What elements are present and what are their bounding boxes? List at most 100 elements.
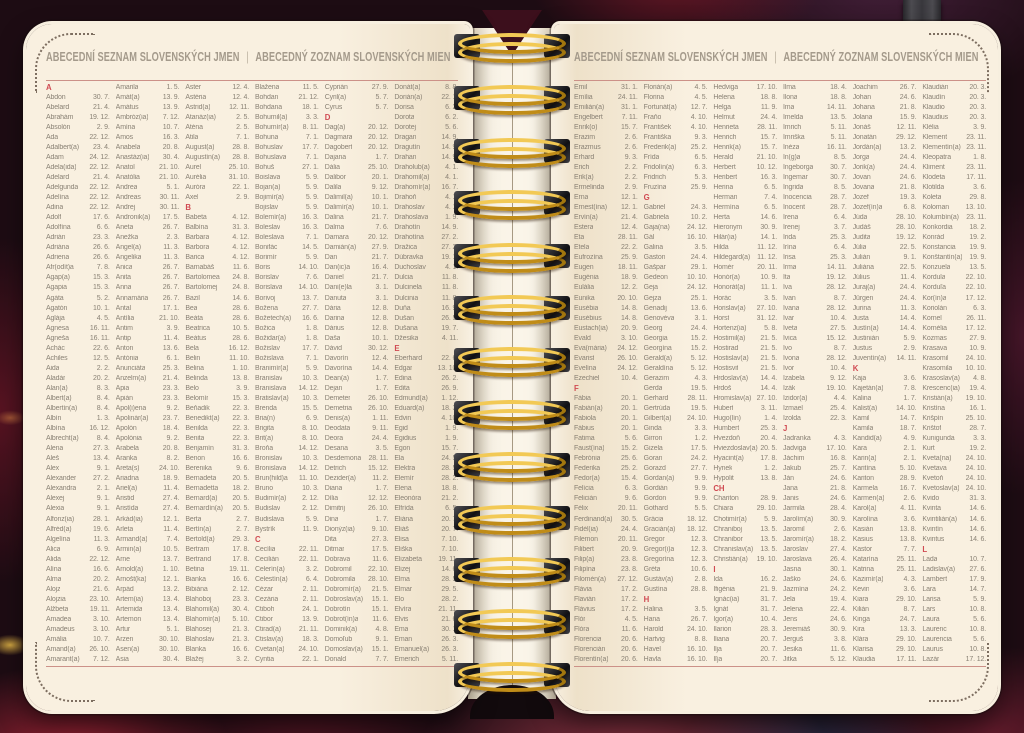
name-label: Dragan <box>394 133 417 141</box>
name-label: Hana <box>643 616 660 623</box>
name-label: Elektra <box>394 465 416 473</box>
name-label: Kozmas <box>922 334 947 342</box>
nameday-date: 24. 4. <box>621 525 638 533</box>
name-row: Adolfína 6. 6. <box>46 223 110 233</box>
name-row: Hana 26. 7. <box>644 614 708 624</box>
nameday-date: 19. 5. <box>690 405 708 413</box>
title-slovak: ABECEDNÝ ZOZNAM SLOVENSKÝCH MIEN <box>255 50 451 64</box>
name-row: Bohuslava 7. 1. <box>255 152 319 162</box>
nameday-date: 25. 10. <box>965 415 987 423</box>
name-row: Drahotína 27. 2. <box>394 233 458 243</box>
name-label: Dominik(a) <box>324 626 358 634</box>
nameday-date: 20. 11. <box>617 505 638 513</box>
name-row: Konstancia 19. 9. <box>922 243 986 253</box>
name-row: Cézar 2. 11. <box>255 584 319 594</box>
nameday-date: 25. 2. <box>690 143 708 151</box>
nameday-date: 5. 9. <box>305 194 319 202</box>
name-row: Johana 21. 8. <box>853 102 917 112</box>
name-label: Bojan(a) <box>255 183 281 191</box>
name-row: Izabela 9. 12. <box>783 373 847 383</box>
name-row: Božislav 17. 7. <box>255 343 319 353</box>
name-label: Kunigunda <box>922 435 955 443</box>
name-row: Davorín 12. 4. <box>325 353 389 363</box>
name-row: Elizabeta 19. 11. <box>394 554 458 564</box>
nameday-date: 24. 10. <box>158 465 180 473</box>
name-row: Arzen 30. 10. <box>116 635 180 645</box>
name-label: Gustáv(a) <box>643 575 674 583</box>
name-label: Imrich <box>783 123 802 131</box>
nameday-date: 26. 9. <box>441 384 459 392</box>
nameday-date: 22. 3. <box>830 415 847 423</box>
nameday-date: 7. 11. <box>621 113 638 121</box>
name-row: Hugo(lín) 1. 4. <box>713 414 777 424</box>
nameday-date: 11. 3. <box>163 254 180 262</box>
name-label: Eunika <box>574 294 595 302</box>
name-row: Hynek 1. 2. <box>713 464 777 474</box>
name-row: Albert(a) 8. 4. <box>46 393 110 403</box>
name-label: Abrahám <box>46 113 74 121</box>
name-label: Havel <box>643 646 661 654</box>
nameday-date: 4. 11. <box>441 334 459 342</box>
name-row: Cyril(a) 5. 7. <box>325 92 389 102</box>
name-row: Borimír 5. 9. <box>255 253 319 263</box>
spine-center-line <box>512 52 513 689</box>
nameday-date: 28. 8. <box>232 143 250 151</box>
name-row: Drahan 14. 9. <box>394 152 458 162</box>
name-row: Ferdinand(a) 30. 5. <box>574 514 638 524</box>
name-label: Jozef <box>852 194 869 202</box>
name-row: Henrik(a) 15. 7. <box>713 142 777 152</box>
name-label: Filibert <box>574 545 594 553</box>
name-row: Geja 24. 12. <box>644 283 708 293</box>
name-row: Jens 24. 6. <box>783 614 847 624</box>
name-row: Eva(mária) 24. 12. <box>574 343 638 353</box>
name-label: Damián(a) <box>324 244 357 252</box>
nameday-date: 27. 9. <box>371 83 389 91</box>
name-label: Dorotej <box>394 123 416 131</box>
name-row: Estera 12. 4. <box>574 223 638 233</box>
name-row: Dália 25. 10. <box>325 162 389 172</box>
name-label: Humbert <box>713 425 740 433</box>
name-label: Blahomír(a) <box>185 616 221 623</box>
nameday-date: 3. 3. <box>973 435 987 443</box>
name-row: Irína 6. 4. <box>783 243 847 253</box>
name-label: Belo <box>185 384 199 392</box>
nameday-date: 6. 5. <box>694 153 708 161</box>
name-row: Horác 3. 5. <box>713 293 777 303</box>
name-row: Ctibor 13. 9. <box>255 614 319 624</box>
name-row: Eliška 7. 10. <box>394 544 458 554</box>
name-label: Florina <box>643 93 665 101</box>
name-row: Ezechiel 10. 4. <box>574 373 638 383</box>
name-row: Eliána 20. 7. <box>394 514 458 524</box>
name-label: Detrich <box>324 465 346 473</box>
name-row: Anastáz(ia) 30. 4. <box>116 152 180 162</box>
nameday-date: 20. 7. <box>441 525 459 533</box>
name-row: Júda 28. 10. <box>853 213 917 223</box>
name-label: Bronislava <box>255 465 287 473</box>
name-label: Emerich <box>394 656 419 664</box>
name-row: Kevin 3. 6. <box>853 584 917 594</box>
nameday-date: 27. 7. <box>302 304 319 312</box>
nameday-date: 29. 5. <box>441 585 459 593</box>
name-label: Ilarion <box>713 626 732 634</box>
name-label: Adalbert(a) <box>46 143 79 151</box>
nameday-date: 18. 11. <box>617 264 638 272</box>
nameday-date: 16. 6. <box>232 455 250 463</box>
name-label: Boislava <box>255 173 281 181</box>
nameday-date: 31. 3. <box>232 224 250 232</box>
name-label: Gregorína <box>643 555 674 563</box>
name-label: Belomír <box>185 394 209 402</box>
name-row: Belin 11. 10. <box>185 353 249 363</box>
nameday-date: 16. 3. <box>302 224 319 232</box>
name-row: Kristína 16. 1. <box>922 404 986 414</box>
nameday-date: 20. 8. <box>162 143 180 151</box>
nameday-date: 26. 4. <box>830 555 847 563</box>
name-label: Blahoboj <box>185 595 212 603</box>
name-row: Laurenc 10. 8. <box>922 625 986 635</box>
nameday-date: 21. 7. <box>371 254 389 262</box>
name-row: Jerguš 3. 8. <box>783 635 847 645</box>
name-label: Klaudio <box>922 103 945 111</box>
nameday-date: 16. 12. <box>228 344 250 352</box>
nameday-date: 11. 8. <box>441 274 459 282</box>
name-row: Benjamín 31. 3. <box>185 444 249 454</box>
name-label: Blažena <box>255 83 280 91</box>
